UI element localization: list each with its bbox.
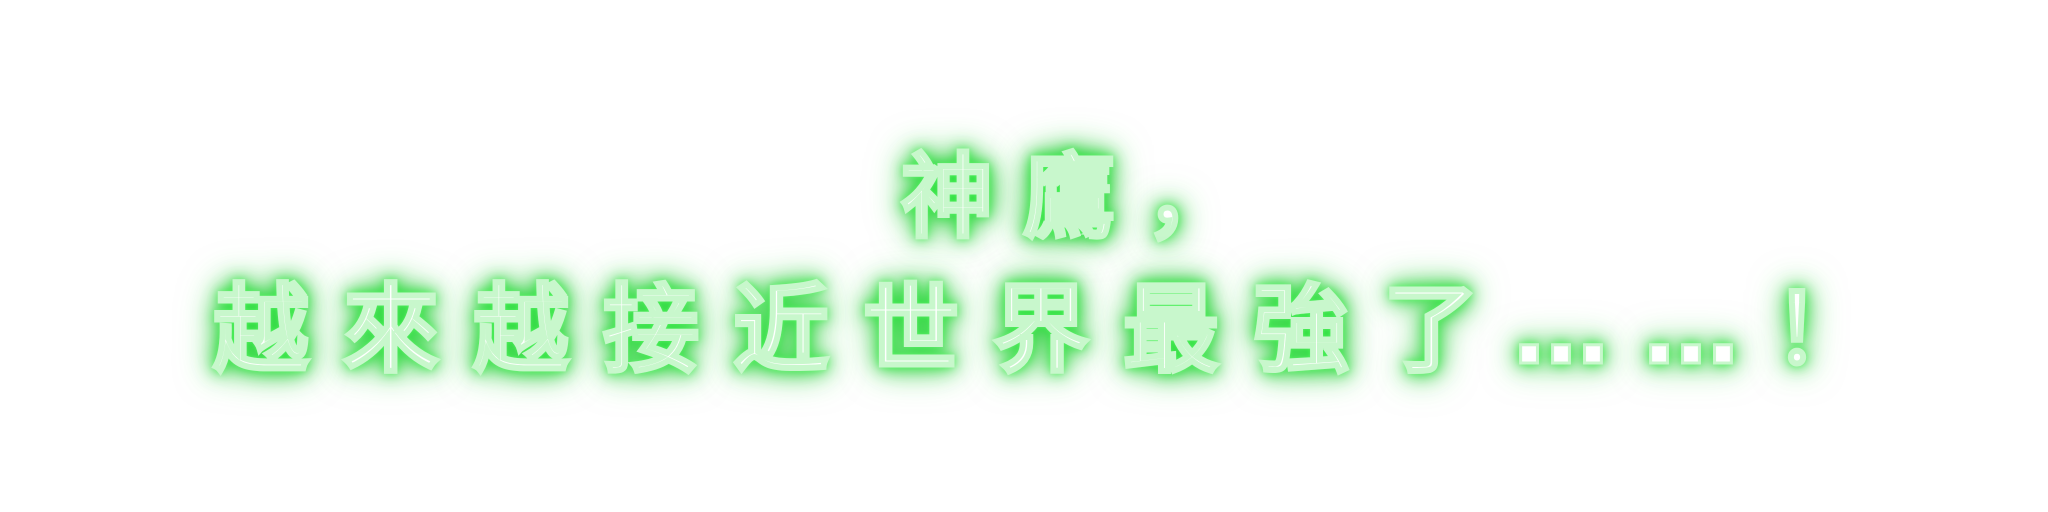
dialogue-line-2: 越來越接近世界最強了……！ <box>212 273 1903 388</box>
dialogue-line-1: 神鷹， <box>899 143 1267 253</box>
